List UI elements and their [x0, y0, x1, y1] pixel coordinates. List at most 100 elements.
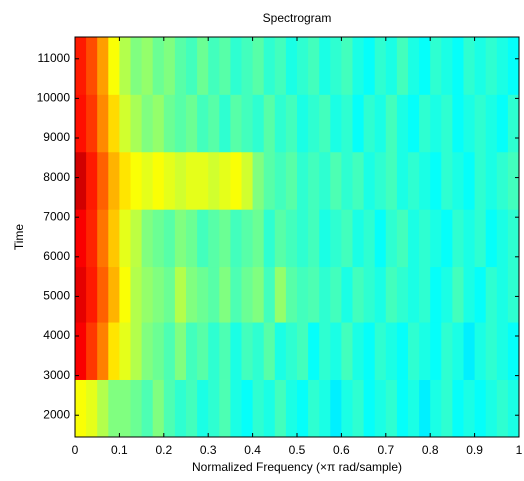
heat-cell — [485, 151, 498, 210]
heat-cell — [330, 322, 342, 380]
heat-cell — [208, 266, 220, 323]
heat-cell — [263, 37, 276, 95]
heat-cell — [463, 209, 475, 268]
heat-cell — [385, 322, 398, 380]
heat-cell — [119, 266, 131, 323]
heat-cell — [408, 209, 420, 268]
heat-cell — [507, 37, 520, 95]
heat-cell — [108, 151, 120, 210]
heat-cell — [219, 37, 231, 95]
heat-cell — [152, 379, 165, 438]
heat-cell — [374, 266, 387, 323]
heat-cell — [396, 151, 409, 210]
heat-cell — [430, 266, 442, 323]
heat-cell — [97, 266, 109, 323]
heat-cell — [186, 266, 198, 323]
heat-cell — [197, 322, 209, 380]
heat-cell — [374, 94, 387, 153]
heat-cell — [274, 151, 287, 210]
heat-cell — [452, 94, 464, 153]
heat-cell — [186, 37, 198, 95]
x-tick-label: 0.5 — [289, 443, 306, 457]
heat-cell — [163, 266, 176, 323]
heat-cell — [430, 151, 442, 210]
heat-cell — [208, 94, 220, 153]
heat-cell — [141, 94, 154, 153]
heat-cell — [341, 151, 353, 210]
heat-cell — [163, 379, 176, 438]
heat-cell — [208, 379, 220, 438]
heat-cell — [241, 322, 253, 380]
y-tick-label: 3000 — [43, 368, 70, 382]
heat-cell — [97, 94, 109, 153]
heat-cell — [385, 37, 398, 95]
y-tick-label: 9000 — [43, 130, 70, 144]
heat-cell — [219, 209, 231, 268]
heat-cell — [507, 94, 520, 153]
heat-cell — [108, 209, 120, 268]
heat-cell — [452, 379, 464, 438]
heat-cell — [119, 94, 131, 153]
heat-cell — [374, 37, 387, 95]
heat-cell — [363, 151, 376, 210]
heat-cell — [396, 94, 409, 153]
heat-cell — [485, 94, 498, 153]
heat-cell — [452, 37, 464, 95]
heat-cell — [86, 266, 98, 323]
heat-cell — [396, 322, 409, 380]
heat-cell — [263, 379, 276, 438]
heat-cell — [241, 94, 253, 153]
heat-cell — [163, 37, 176, 95]
heat-cell — [241, 37, 253, 95]
heat-cell — [174, 322, 187, 380]
x-tick-label: 0.6 — [333, 443, 350, 457]
heat-cell — [208, 322, 220, 380]
heat-cell — [285, 209, 298, 268]
heat-cell — [230, 322, 242, 380]
heat-cell — [274, 209, 287, 268]
heat-cell — [507, 209, 520, 268]
heat-cell — [419, 151, 431, 210]
heat-cell — [86, 209, 98, 268]
heat-cell — [108, 322, 120, 380]
heat-cell — [219, 151, 231, 210]
heat-cell — [352, 209, 364, 268]
heat-cell — [463, 379, 475, 438]
heat-cell — [319, 151, 331, 210]
heat-cell — [252, 37, 265, 95]
heat-cell — [108, 37, 120, 95]
heat-cell — [97, 379, 109, 438]
heat-cell — [507, 266, 520, 323]
heat-cell — [219, 266, 231, 323]
heat-cell — [130, 322, 142, 380]
heat-cell — [374, 322, 387, 380]
y-tick-label: 8000 — [43, 170, 70, 184]
heat-cell — [219, 379, 231, 438]
heat-cell — [186, 322, 198, 380]
heat-cell — [308, 94, 320, 153]
heat-cell — [163, 94, 176, 153]
heat-cell — [430, 94, 442, 153]
heat-cell — [152, 209, 165, 268]
x-tick-label: 1 — [516, 443, 523, 457]
heat-cell — [441, 266, 453, 323]
heat-cell — [197, 37, 209, 95]
heat-cell — [252, 94, 265, 153]
heat-cell — [441, 37, 453, 95]
heat-cell — [230, 94, 242, 153]
heat-cell — [119, 379, 131, 438]
heat-cell — [130, 37, 142, 95]
heat-cell — [507, 322, 520, 380]
heat-cell — [474, 266, 487, 323]
heat-cell — [152, 322, 165, 380]
heat-cell — [308, 379, 320, 438]
x-tick-label: 0.8 — [422, 443, 439, 457]
heat-cell — [385, 379, 398, 438]
heat-cell — [441, 379, 453, 438]
heat-cell — [352, 94, 364, 153]
heat-cell — [263, 94, 276, 153]
heat-cell — [463, 266, 475, 323]
heat-cell — [496, 209, 509, 268]
heat-cell — [252, 379, 265, 438]
heat-cell — [408, 37, 420, 95]
